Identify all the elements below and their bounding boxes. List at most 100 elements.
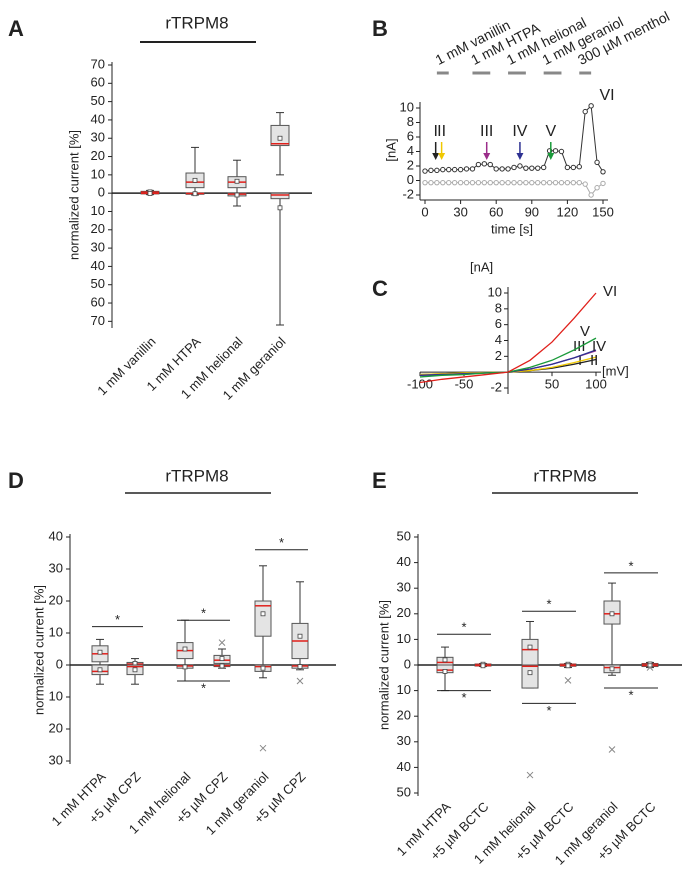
y-tick-label: 40	[397, 554, 411, 569]
significance-star: *	[201, 606, 206, 621]
panel-letter: B	[372, 16, 388, 41]
data-point	[434, 167, 440, 174]
y-tick-label: 30	[397, 733, 411, 748]
data-point	[481, 179, 488, 186]
outlier	[259, 744, 267, 752]
event-label: VI	[600, 87, 615, 104]
y-axis-label: [nA]	[383, 138, 398, 161]
mean	[442, 669, 448, 674]
mean	[192, 177, 198, 183]
data-point	[481, 161, 488, 167]
data-point	[511, 164, 517, 171]
mean	[147, 191, 153, 196]
mean	[609, 611, 615, 617]
x-tick-label: 30	[453, 204, 467, 219]
x-tick-label: 50	[545, 377, 559, 392]
x-tick-label: 0	[421, 204, 428, 219]
y-tick-label: 8	[407, 114, 414, 129]
panel-letter: E	[372, 468, 387, 493]
series-label: V	[580, 323, 590, 340]
y-tick-label: -2	[402, 186, 414, 201]
box	[254, 600, 272, 637]
y-tick-label: 50	[91, 276, 105, 291]
y-tick-label: 4	[407, 143, 414, 158]
data-point	[540, 179, 547, 186]
data-point	[463, 179, 470, 186]
event-arrowhead	[483, 153, 491, 160]
data-point	[517, 163, 523, 169]
y-tick-label: 20	[49, 720, 63, 735]
chart-title: rTRPM8	[165, 466, 228, 485]
event-arrowhead	[547, 153, 555, 160]
mean	[609, 666, 615, 672]
data-point	[499, 166, 505, 172]
data-point	[446, 179, 452, 186]
y-tick-label: 30	[49, 560, 63, 575]
box	[270, 124, 290, 147]
y-tick-label: 2	[407, 157, 414, 172]
data-point	[570, 179, 577, 186]
significance-star: *	[546, 597, 551, 612]
x-tick-label: 90	[525, 204, 539, 219]
data-point	[576, 164, 582, 170]
mean	[219, 656, 225, 661]
data-point	[600, 180, 606, 187]
y-tick-label: 50	[397, 784, 411, 799]
y-tick-label: 40	[397, 759, 411, 774]
event-arrowhead	[438, 153, 446, 160]
y-axis-label: normalized current [%]	[66, 130, 81, 260]
mean	[182, 664, 188, 670]
y-tick-label: 20	[49, 592, 63, 607]
data-point	[558, 179, 565, 186]
data-point	[493, 179, 499, 186]
y-tick-label: 70	[91, 313, 105, 328]
data-point	[428, 179, 434, 186]
panel-letter: A	[8, 16, 24, 41]
data-point	[535, 165, 541, 171]
data-point	[463, 166, 470, 172]
chart-title: rTRPM8	[533, 466, 596, 485]
y-tick-label: 50	[397, 528, 411, 543]
significance-star: *	[461, 690, 466, 705]
series-label: VI	[603, 283, 617, 300]
data-point	[469, 179, 476, 186]
event-label: II	[437, 123, 446, 140]
mean	[277, 205, 283, 211]
x-tick-label: 120	[557, 204, 579, 219]
box	[521, 664, 539, 689]
mean	[234, 178, 240, 184]
mean	[234, 192, 240, 198]
data-point	[552, 148, 559, 154]
data-point	[523, 179, 529, 186]
y-tick-label: 6	[407, 128, 414, 143]
panel-letter: C	[372, 276, 388, 301]
y-tick-label: 10	[49, 624, 63, 639]
data-point	[451, 166, 458, 173]
data-point	[446, 166, 452, 173]
y-tick-label: 0	[98, 185, 105, 200]
y-axis-label: normalized current [%]	[31, 585, 46, 715]
outlier	[526, 771, 534, 779]
y-tick-label: 6	[495, 316, 502, 331]
y-tick-label: 20	[91, 148, 105, 163]
y-tick-label: 50	[91, 93, 105, 108]
data-point	[440, 179, 446, 186]
y-tick-label: 4	[495, 332, 502, 347]
data-point	[535, 179, 541, 186]
significance-star: *	[546, 703, 551, 718]
outlier	[296, 677, 304, 685]
data-point	[487, 179, 493, 186]
data-point	[546, 179, 553, 186]
x-tick-label: 60	[489, 204, 503, 219]
y-tick-label: 2	[495, 348, 502, 363]
data-point	[499, 179, 505, 186]
x-axis-label: time [s]	[491, 221, 533, 236]
data-point	[511, 179, 517, 186]
data-point	[540, 164, 547, 171]
x-tick-label: 150	[592, 204, 614, 219]
data-point	[576, 179, 582, 186]
significance-star: *	[461, 620, 466, 635]
event-label: I	[433, 123, 437, 140]
outlier	[646, 664, 654, 671]
